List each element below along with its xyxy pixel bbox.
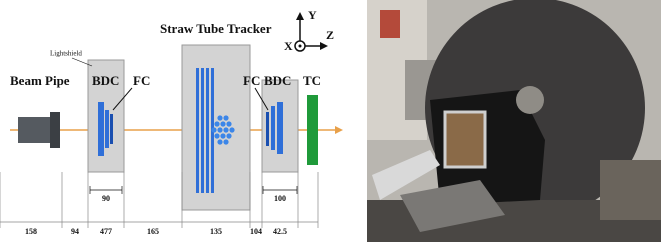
detector-window bbox=[445, 112, 485, 167]
distance-label: 165 bbox=[147, 227, 159, 236]
distance-label: 135 bbox=[210, 227, 222, 236]
label: FC bbox=[243, 73, 260, 88]
page: Beam Pipe BDC FC Lightshield Straw Tube … bbox=[0, 0, 661, 242]
beam-arrow bbox=[335, 126, 343, 134]
label: BDC bbox=[264, 73, 291, 88]
tracker-box bbox=[182, 45, 250, 210]
distance-label: 477 bbox=[100, 227, 112, 236]
port bbox=[516, 86, 544, 114]
width-label: 100 bbox=[274, 194, 286, 203]
beam-pipe bbox=[18, 117, 52, 143]
schematic: Beam Pipe BDC FC Lightshield Straw Tube … bbox=[0, 8, 343, 228]
detector-plane bbox=[271, 106, 275, 150]
label: BDC bbox=[92, 73, 119, 88]
label: FC bbox=[133, 73, 150, 88]
label: TC bbox=[303, 73, 321, 88]
tc-block bbox=[307, 95, 318, 165]
figure: Beam Pipe BDC FC Lightshield Straw Tube … bbox=[0, 0, 661, 242]
stand bbox=[600, 160, 661, 220]
fc-plane bbox=[266, 112, 269, 146]
width-label: 90 bbox=[102, 194, 110, 203]
axis-label: Y bbox=[308, 8, 317, 22]
fc-plane bbox=[110, 114, 113, 144]
detector-plane bbox=[277, 102, 283, 154]
distance-label: 158 bbox=[25, 227, 37, 236]
label: Lightshield bbox=[50, 50, 82, 58]
axis-arrow bbox=[320, 42, 328, 50]
photo bbox=[367, 0, 661, 242]
poster bbox=[380, 10, 400, 38]
dimension-lines bbox=[0, 172, 318, 228]
axis-label: X bbox=[284, 39, 293, 53]
label: Straw Tube Tracker bbox=[160, 21, 272, 36]
detector-plane bbox=[98, 102, 104, 156]
axis-origin bbox=[299, 45, 302, 48]
label: Beam Pipe bbox=[10, 73, 70, 88]
pipe-flange bbox=[50, 112, 60, 148]
distance-label: 42.5 bbox=[273, 227, 287, 236]
distance-label: 104 bbox=[250, 227, 262, 236]
distance-label: 94 bbox=[71, 227, 79, 236]
detector-plane bbox=[105, 110, 109, 148]
axis-label: Z bbox=[326, 28, 334, 42]
axis-arrow bbox=[296, 12, 304, 20]
